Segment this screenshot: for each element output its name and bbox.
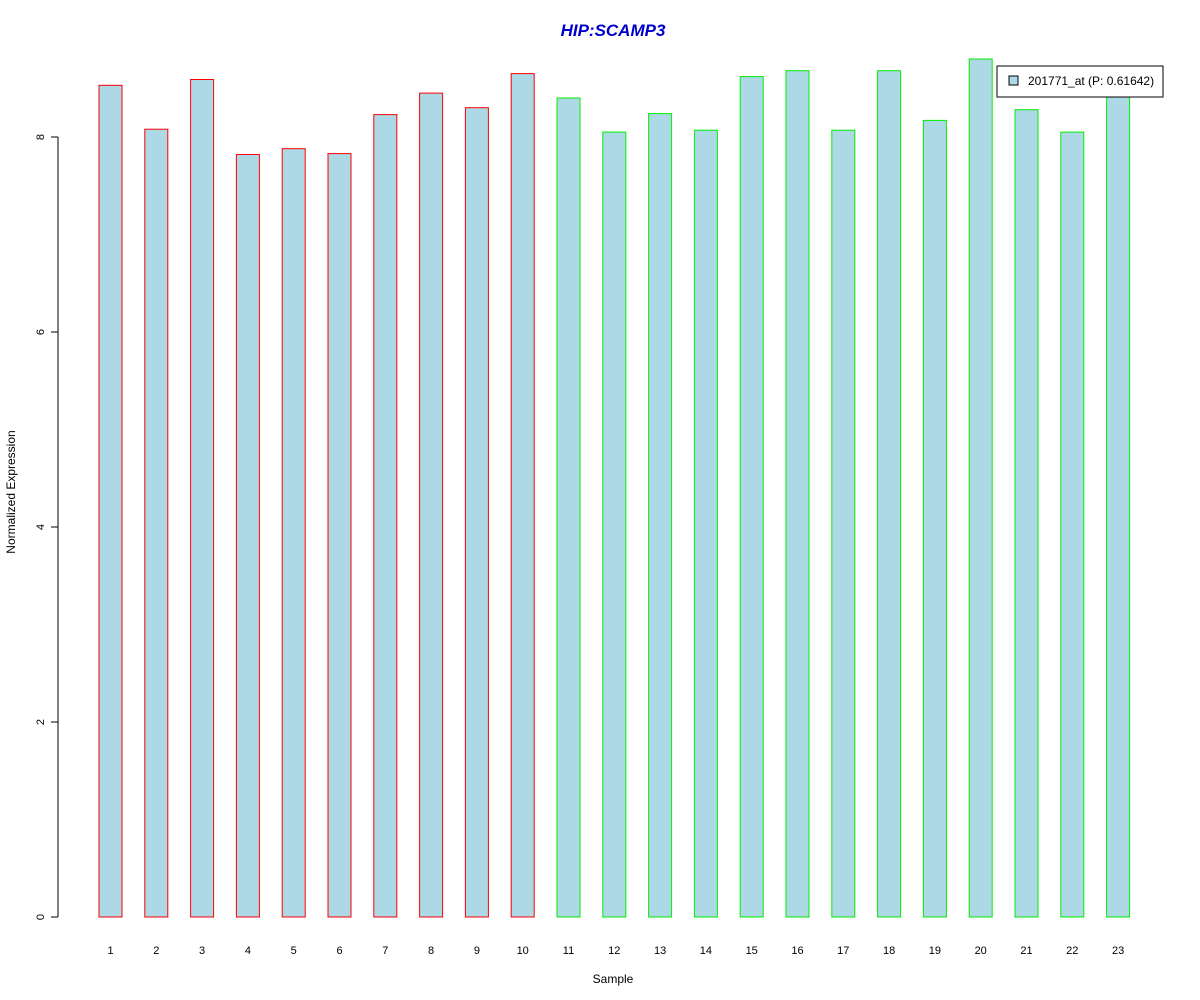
bar-sample-9 [464, 107, 489, 918]
legend: 201771_at (P: 0.61642) [996, 65, 1164, 98]
legend-swatch [1008, 75, 1019, 86]
y-axis: 0 2 4 6 8 [35, 134, 59, 920]
bar-sample-7 [373, 114, 398, 918]
bar-sample-12 [602, 131, 627, 918]
x-axis-label: Sample [593, 972, 634, 986]
x-tick-label: 16 [791, 945, 803, 957]
x-tick-label: 21 [1020, 945, 1032, 957]
bar-sample-21 [1014, 109, 1039, 918]
x-tick-label: 9 [474, 945, 480, 957]
x-tick-label: 2 [153, 945, 159, 957]
x-tick-label: 18 [883, 945, 895, 957]
bar-sample-13 [648, 113, 673, 918]
bar-sample-20 [968, 58, 993, 918]
bar-sample-23 [1106, 92, 1131, 918]
bar-sample-4 [235, 154, 260, 918]
bar-sample-10 [510, 73, 535, 918]
x-tick-label: 13 [654, 945, 666, 957]
x-tick-label: 8 [428, 945, 434, 957]
legend-label: 201771_at (P: 0.61642) [1028, 74, 1154, 88]
y-tick-label: 6 [35, 329, 47, 335]
y-tick-label: 4 [35, 524, 47, 530]
x-axis-ticks: 1 2 3 4 5 6 7 8 9 10 11 12 13 14 15 16 17 18 19 20 21 22 23 [107, 945, 1124, 957]
bar-sample-2 [144, 128, 169, 918]
y-tick-label: 2 [35, 719, 47, 725]
x-tick-label: 7 [382, 945, 388, 957]
x-tick-label: 20 [975, 945, 987, 957]
x-tick-label: 22 [1066, 945, 1078, 957]
x-tick-label: 1 [107, 945, 113, 957]
bar-sample-18 [877, 70, 902, 918]
bar-sample-16 [785, 70, 810, 918]
x-tick-label: 17 [837, 945, 849, 957]
bar-sample-1 [98, 84, 123, 918]
bar-sample-22 [1060, 131, 1085, 918]
bar-sample-6 [327, 153, 352, 918]
bar-sample-3 [190, 79, 215, 918]
x-tick-label: 3 [199, 945, 205, 957]
x-tick-label: 10 [517, 945, 529, 957]
legend-box [996, 65, 1164, 98]
bar-sample-8 [419, 92, 444, 918]
bars-group [98, 58, 1131, 918]
x-tick-label: 12 [608, 945, 620, 957]
x-tick-label: 23 [1112, 945, 1124, 957]
x-tick-label: 11 [563, 945, 574, 957]
bar-sample-17 [831, 129, 856, 918]
chart-title: HIP:SCAMP3 [561, 21, 666, 40]
x-tick-label: 14 [700, 945, 712, 957]
x-tick-label: 5 [291, 945, 297, 957]
bar-sample-19 [922, 119, 947, 918]
y-tick-label: 8 [35, 134, 47, 140]
y-tick-label: 0 [35, 914, 47, 920]
x-tick-label: 6 [336, 945, 342, 957]
bar-sample-15 [739, 76, 764, 918]
bar-sample-5 [281, 148, 306, 918]
x-tick-label: 15 [746, 945, 758, 957]
bar-sample-14 [693, 129, 718, 918]
bar-sample-11 [556, 97, 581, 918]
x-tick-label: 19 [929, 945, 941, 957]
y-axis-label: Normalized Expression [4, 430, 18, 553]
x-tick-label: 4 [245, 945, 251, 957]
